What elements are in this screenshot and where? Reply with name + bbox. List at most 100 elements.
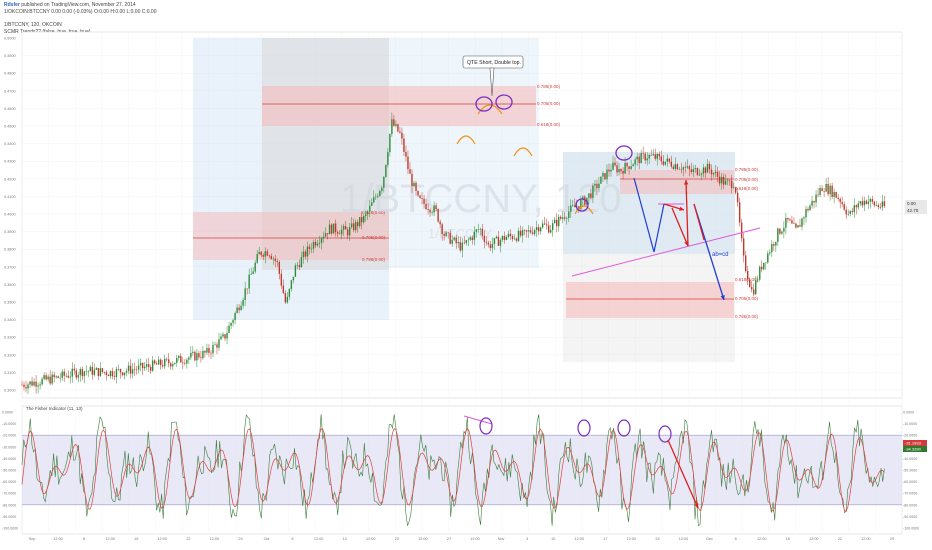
candle[interactable] xyxy=(328,224,331,235)
candle[interactable] xyxy=(545,224,548,226)
candle[interactable] xyxy=(298,264,301,268)
candle[interactable] xyxy=(634,159,636,165)
candle[interactable] xyxy=(499,239,502,246)
candle[interactable] xyxy=(759,266,761,280)
candle[interactable] xyxy=(459,242,461,251)
candle[interactable] xyxy=(845,209,847,215)
candle[interactable] xyxy=(708,163,711,170)
candle[interactable] xyxy=(787,217,789,220)
candle[interactable] xyxy=(556,219,558,227)
fib-box-b[interactable] xyxy=(389,38,539,268)
candle[interactable] xyxy=(288,288,291,297)
candle[interactable] xyxy=(562,217,564,219)
candle[interactable] xyxy=(212,344,214,354)
candle[interactable] xyxy=(608,169,610,172)
candle[interactable] xyxy=(423,198,425,204)
candle[interactable] xyxy=(29,381,31,385)
candle[interactable] xyxy=(473,231,476,240)
candle[interactable] xyxy=(137,365,140,370)
support-zone-a[interactable] xyxy=(193,212,389,260)
candle[interactable] xyxy=(738,202,741,223)
candle[interactable] xyxy=(670,161,673,167)
candle[interactable] xyxy=(835,192,837,198)
candle[interactable] xyxy=(877,205,880,208)
candle[interactable] xyxy=(666,158,668,162)
candle[interactable] xyxy=(93,369,96,375)
candle[interactable] xyxy=(391,119,393,135)
candle[interactable] xyxy=(63,371,65,376)
candle[interactable] xyxy=(226,332,228,339)
oscillator-circle[interactable] xyxy=(577,419,591,437)
candle[interactable] xyxy=(521,230,524,236)
candle[interactable] xyxy=(769,252,771,254)
candle[interactable] xyxy=(676,164,679,170)
candle[interactable] xyxy=(39,384,41,386)
candle[interactable] xyxy=(397,124,399,132)
candle[interactable] xyxy=(308,246,311,249)
candle[interactable] xyxy=(129,365,132,374)
candle[interactable] xyxy=(767,253,769,263)
candle[interactable] xyxy=(632,164,634,167)
candle[interactable] xyxy=(107,375,110,377)
candle[interactable] xyxy=(604,173,606,180)
candle[interactable] xyxy=(139,362,142,366)
candle[interactable] xyxy=(439,221,441,225)
candle[interactable] xyxy=(652,154,654,156)
candle[interactable] xyxy=(541,223,544,228)
candle[interactable] xyxy=(262,255,264,257)
candle[interactable] xyxy=(121,372,124,376)
candle[interactable] xyxy=(813,200,815,203)
candle[interactable] xyxy=(843,204,845,210)
candle[interactable] xyxy=(728,180,731,182)
candle[interactable] xyxy=(182,362,184,364)
candle[interactable] xyxy=(113,376,116,377)
candle[interactable] xyxy=(610,169,612,172)
candle[interactable] xyxy=(57,376,59,378)
candle[interactable] xyxy=(543,223,546,225)
candle[interactable] xyxy=(145,364,148,367)
candle[interactable] xyxy=(47,376,49,380)
candle[interactable] xyxy=(61,371,63,378)
candle[interactable] xyxy=(151,360,154,371)
oscillator-circle[interactable] xyxy=(479,417,493,435)
candle[interactable] xyxy=(789,219,791,221)
candle[interactable] xyxy=(97,368,100,377)
candle[interactable] xyxy=(49,376,51,384)
candle[interactable] xyxy=(650,155,652,156)
candle[interactable] xyxy=(69,376,71,378)
fisher-signal-line[interactable] xyxy=(21,427,885,512)
candle[interactable] xyxy=(590,193,592,198)
candle[interactable] xyxy=(377,195,379,197)
candle[interactable] xyxy=(123,372,126,376)
candle[interactable] xyxy=(21,384,23,386)
candle[interactable] xyxy=(640,153,642,164)
candle[interactable] xyxy=(202,350,204,359)
candle[interactable] xyxy=(726,180,729,182)
candle[interactable] xyxy=(803,217,805,219)
candle[interactable] xyxy=(855,205,857,208)
candle[interactable] xyxy=(837,197,839,200)
candle[interactable] xyxy=(724,180,727,185)
candle[interactable] xyxy=(415,182,417,191)
candle[interactable] xyxy=(457,242,459,244)
candle[interactable] xyxy=(509,233,512,236)
candle[interactable] xyxy=(369,205,371,212)
candle[interactable] xyxy=(857,203,859,208)
candle[interactable] xyxy=(549,230,552,233)
oscillator-circle[interactable] xyxy=(617,419,631,437)
candle[interactable] xyxy=(668,158,671,162)
candle[interactable] xyxy=(658,154,660,157)
candle[interactable] xyxy=(192,351,194,353)
candle[interactable] xyxy=(387,152,389,165)
candle[interactable] xyxy=(592,185,594,198)
candle[interactable] xyxy=(188,357,190,360)
candle[interactable] xyxy=(648,155,650,159)
candle[interactable] xyxy=(873,201,876,206)
candle[interactable] xyxy=(79,369,81,376)
candle[interactable] xyxy=(117,368,120,370)
candle[interactable] xyxy=(87,371,90,372)
candle[interactable] xyxy=(441,224,443,235)
candle[interactable] xyxy=(477,229,480,231)
candle[interactable] xyxy=(111,371,114,377)
